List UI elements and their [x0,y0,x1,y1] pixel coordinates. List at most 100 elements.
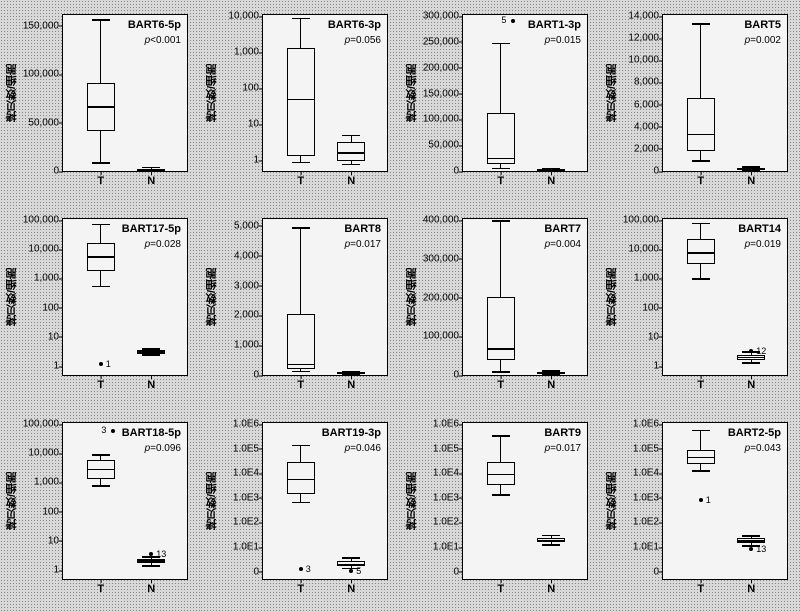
median-line [287,364,315,366]
outlier-marker [349,569,353,573]
y-tick: 0 [253,370,259,381]
median-line [537,540,565,542]
y-tick: 0 [453,370,459,381]
x-tick: T [497,583,504,595]
panel-6: 拷贝数/细胞0100,000200,000300,000400,000TNBAR… [400,204,600,408]
panel-title: BART1-3p [528,19,581,31]
y-axis-label: 拷贝数/细胞 [204,442,220,560]
y-tick: 0 [253,566,259,577]
p-value: p=0.096 [145,443,181,454]
p-value: p=0.046 [345,443,381,454]
x-tick: N [547,379,555,391]
outlier-marker [111,429,115,433]
y-axis-label: 拷贝数/细胞 [404,34,420,152]
x-tick: T [497,175,504,187]
x-tick: T [697,175,704,187]
panel-5: 拷贝数/细胞01,0002,0003,0004,0005,000TNBART8p… [200,204,400,408]
outlier-marker [299,567,303,571]
median-line [687,252,715,254]
y-tick: 10,000 [628,244,659,255]
panel-title: BART5 [744,19,781,31]
y-tick: 1,000 [634,273,659,284]
median-line [687,457,715,459]
p-value: p=0.043 [745,443,781,454]
x-tick: N [747,175,755,187]
median-line [287,479,315,481]
outlier-marker [749,547,753,551]
x-tick: N [347,379,355,391]
y-tick: 6,000 [634,99,659,110]
y-tick: 2,000 [634,143,659,154]
y-tick: 300,000 [423,11,459,22]
p-value: p=0.004 [545,239,581,250]
y-tick: 12,000 [628,33,659,44]
whisker-cap [492,435,510,437]
plot-frame: 01.0E11.0E21.0E31.0E41.0E51.0E6TNBART19-… [262,422,388,580]
x-tick: N [347,175,355,187]
whisker-cap [742,535,760,537]
y-tick: 3,000 [234,280,259,291]
whisker-cap [692,278,710,280]
plot-frame: 01.0E11.0E21.0E31.0E41.0E51.0E6TNBART9p=… [462,422,588,580]
box [287,48,315,156]
median-line [87,106,115,108]
y-tick: 250,000 [423,36,459,47]
whisker-cap [92,454,110,456]
median-line [87,256,115,258]
y-tick: 1.0E2 [633,517,659,528]
y-tick: 100,000 [423,114,459,125]
outlier-label: 12 [756,346,766,356]
p-value: p=0.056 [345,35,381,46]
y-tick: 1.0E6 [433,419,459,430]
y-tick: 4,000 [234,250,259,261]
x-tick: N [547,175,555,187]
x-tick: N [147,175,155,187]
x-tick: N [747,379,755,391]
x-tick: N [747,583,755,595]
x-tick: N [347,583,355,595]
outlier-marker [749,349,753,353]
outlier-marker [99,362,103,366]
y-tick: 1.0E4 [433,468,459,479]
p-value: p=0.002 [745,35,781,46]
y-tick: 100,000 [423,331,459,342]
whisker-cap [292,18,310,20]
y-tick: 4,000 [634,121,659,132]
y-tick: 8,000 [634,77,659,88]
y-tick: 1 [53,565,59,576]
y-tick: 1,000 [234,340,259,351]
panel-8: 拷贝数/细胞1101001,00010,000100,000TNBART18-5… [0,408,200,612]
box [287,314,315,368]
whisker-cap [492,371,510,373]
plot-frame: 1101001,00010,000100,000TNBART18-5pp=0.0… [62,422,188,580]
whisker-cap [292,445,310,447]
median-line [137,169,165,171]
outlier-label: 3 [306,564,311,574]
y-tick: 10,000 [628,55,659,66]
y-tick: 0 [653,566,659,577]
whisker-cap [492,168,510,170]
panel-title: BART2-5p [728,427,781,439]
median-line [687,134,715,136]
panel-title: BART6-3p [328,19,381,31]
y-tick: 0 [453,166,459,177]
y-tick: 1.0E4 [633,468,659,479]
panel-title: BART17-5p [122,223,181,235]
x-tick: T [497,379,504,391]
whisker-cap [92,286,110,288]
y-tick: 1.0E5 [433,443,459,454]
whisker-cap [492,220,510,222]
y-tick: 1.0E5 [233,443,259,454]
median-line [737,168,765,170]
y-tick: 2,000 [234,310,259,321]
figure-grid: 拷贝数/细胞050,000100,000150,000TNBART6-5pp<0… [0,0,800,612]
p-value: p=0.028 [145,239,181,250]
y-tick: 100 [642,302,659,313]
plot-frame: 1101001,00010,000100,000TNBART17-5pp=0.0… [62,218,188,376]
median-line [337,373,365,375]
whisker-cap [292,162,310,164]
y-tick: 1 [53,361,59,372]
y-tick: 200,000 [423,62,459,73]
y-tick: 100,000 [23,215,59,226]
whisker-cap [292,371,310,373]
